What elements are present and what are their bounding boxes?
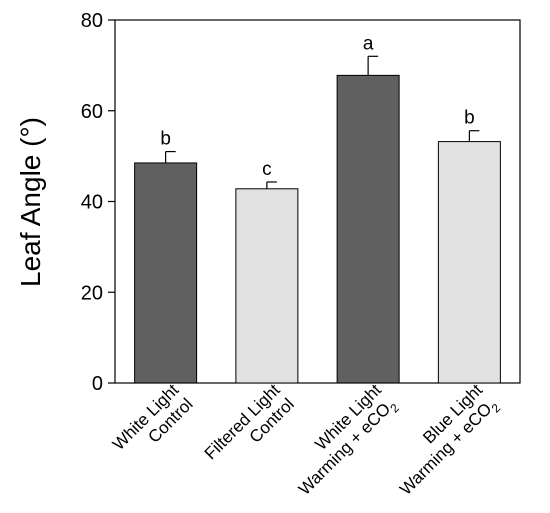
y-tick-label: 40 <box>81 192 103 214</box>
significance-letter: b <box>464 108 475 129</box>
bar <box>235 188 299 384</box>
y-tick-label: 80 <box>81 10 103 32</box>
y-axis-label: Leaf Angle (°) <box>15 117 46 287</box>
bar <box>437 141 501 384</box>
y-axis: 0 20 40 60 80 <box>81 10 115 395</box>
significance-letter: a <box>363 33 374 54</box>
bar <box>336 74 400 384</box>
y-tick-label: 60 <box>81 101 103 123</box>
y-tick-label: 20 <box>81 282 103 304</box>
bars: b c a b <box>134 33 501 384</box>
y-tick-label: 0 <box>92 373 103 395</box>
significance-letter: c <box>262 159 272 180</box>
bar <box>134 162 198 384</box>
significance-letter: b <box>160 129 171 150</box>
